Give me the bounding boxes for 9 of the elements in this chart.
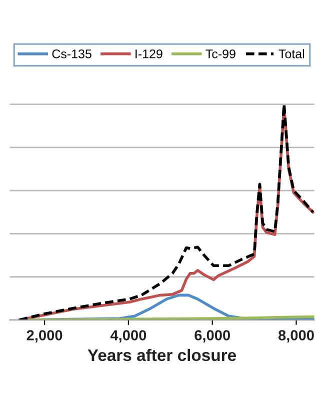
x-tick-label: 2,000 (26, 330, 62, 343)
x-tick-label: 8,000 (278, 330, 314, 343)
x-tick-label: 4,000 (110, 330, 146, 343)
legend-label: Cs-135 (52, 49, 92, 58)
legend-label: I-129 (136, 49, 162, 58)
x-tick-label: 6,000 (194, 330, 230, 343)
legend-label: Tc-99 (206, 49, 236, 58)
legend-label: Total (278, 49, 304, 58)
x-axis-title: Years after closure (88, 348, 236, 362)
